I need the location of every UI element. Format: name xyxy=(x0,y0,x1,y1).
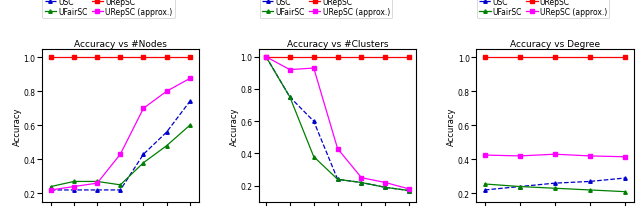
Title: Accuracy vs Degree: Accuracy vs Degree xyxy=(510,40,600,49)
Legend: USC, UFairSC, URepSC, URepSC (approx.): USC, UFairSC, URepSC, URepSC (approx.) xyxy=(42,0,175,19)
Y-axis label: Accuracy: Accuracy xyxy=(13,107,22,145)
Legend: USC, UFairSC, URepSC, URepSC (approx.): USC, UFairSC, URepSC, URepSC (approx.) xyxy=(477,0,609,19)
Legend: USC, UFairSC, URepSC, URepSC (approx.): USC, UFairSC, URepSC, URepSC (approx.) xyxy=(260,0,392,19)
Y-axis label: Accuracy: Accuracy xyxy=(230,107,239,145)
Y-axis label: Accuracy: Accuracy xyxy=(447,107,456,145)
Title: Accuracy vs #Nodes: Accuracy vs #Nodes xyxy=(74,40,167,49)
Title: Accuracy vs #Clusters: Accuracy vs #Clusters xyxy=(287,40,388,49)
